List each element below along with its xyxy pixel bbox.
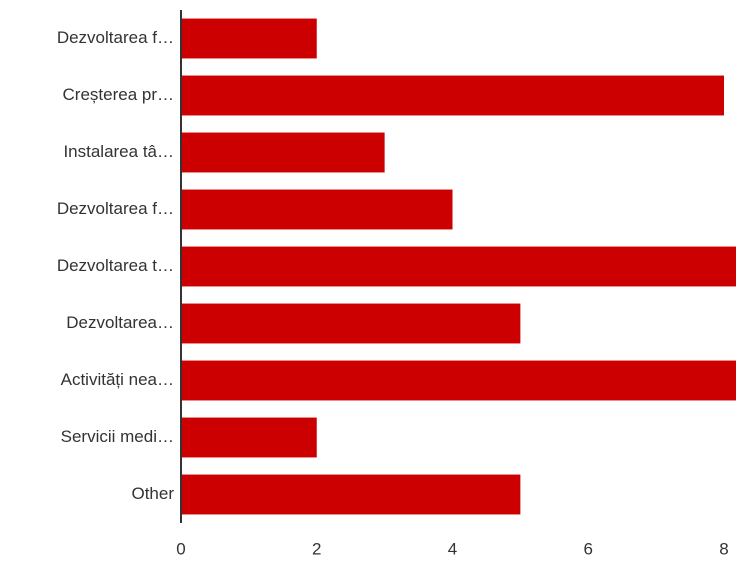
bar	[181, 246, 736, 287]
y-tick-label: Servicii medi…	[61, 427, 174, 446]
bar	[181, 18, 317, 59]
x-tick-label: 8	[719, 539, 728, 558]
y-tick-label: Creșterea pr…	[63, 85, 174, 104]
x-tick-label: 0	[176, 539, 185, 558]
bar	[181, 417, 317, 458]
plot-area	[181, 18, 736, 515]
bar	[181, 303, 521, 344]
y-tick-label: Dezvoltarea…	[66, 313, 174, 332]
y-tick-label: Dezvoltarea f…	[57, 199, 174, 218]
y-tick-label: Instalarea tâ…	[63, 142, 174, 161]
x-tick-label: 4	[448, 539, 457, 558]
bar	[181, 132, 385, 173]
y-tick-label: Activități nea…	[61, 370, 174, 389]
y-tick-label: Dezvoltarea f…	[57, 28, 174, 47]
bar	[181, 474, 521, 515]
x-tick-label: 2	[312, 539, 321, 558]
y-tick-label: Other	[131, 484, 174, 503]
x-tick-label: 6	[584, 539, 593, 558]
bar	[181, 189, 453, 230]
bar	[181, 75, 724, 116]
bar	[181, 360, 736, 401]
y-tick-label: Dezvoltarea t…	[57, 256, 174, 275]
